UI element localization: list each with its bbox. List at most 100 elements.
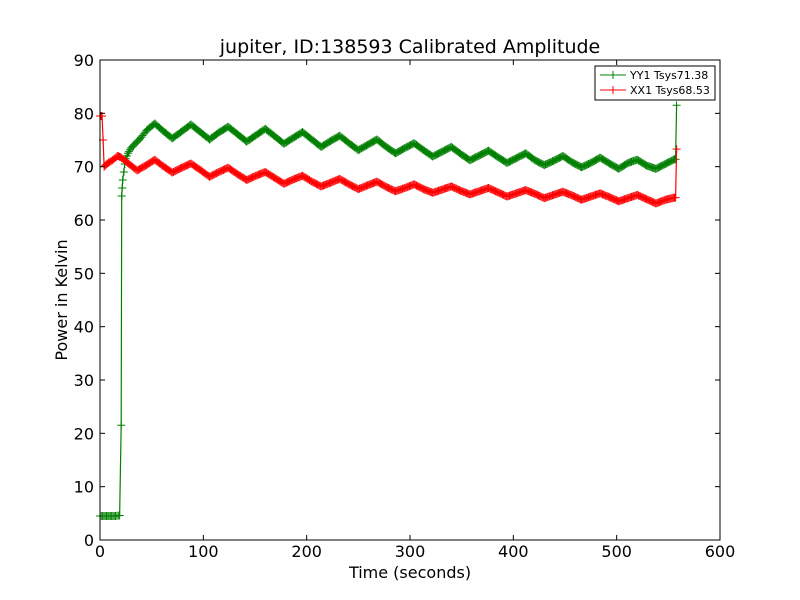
series-0-point-27 bbox=[246, 141, 248, 143]
series-1-point-20 bbox=[236, 173, 239, 175]
series-0-point-69 bbox=[636, 159, 638, 161]
series-0-point-51 bbox=[469, 159, 471, 161]
series-0-point-63 bbox=[580, 166, 583, 168]
series-0-point-59 bbox=[543, 164, 545, 166]
series-0-point-57 bbox=[525, 152, 527, 154]
series-0-point-62 bbox=[571, 161, 573, 163]
series-0-point-29 bbox=[264, 128, 266, 130]
series-0-point-36 bbox=[329, 140, 332, 142]
series-1-point-57 bbox=[580, 199, 583, 201]
x-tick-label-5: 500 bbox=[601, 542, 632, 561]
series-0-point-14 bbox=[135, 142, 137, 144]
series-0-point-60 bbox=[553, 160, 555, 162]
series-1-point-6 bbox=[116, 155, 119, 157]
series-1-point-1 bbox=[101, 115, 103, 117]
series-1-point-8 bbox=[128, 163, 130, 165]
series-0-point-34 bbox=[311, 138, 313, 141]
series-0-point-42 bbox=[385, 146, 387, 148]
series-0-point-2 bbox=[109, 515, 111, 517]
series-1-point-60 bbox=[608, 196, 611, 198]
series-0-point-48 bbox=[441, 151, 443, 153]
series-1-point-18 bbox=[218, 171, 220, 173]
series-1-point-7 bbox=[120, 156, 122, 158]
series-0-point-75 bbox=[676, 104, 678, 106]
series-1-point-32 bbox=[348, 183, 350, 185]
series-1-point-31 bbox=[339, 178, 341, 180]
series-0-point-39 bbox=[357, 149, 359, 151]
series-1-point-66 bbox=[664, 199, 666, 201]
series-1-point-69 bbox=[676, 148, 678, 150]
series-0-point-7 bbox=[121, 187, 123, 189]
series-1-point-22 bbox=[255, 175, 257, 177]
series-0-point-41 bbox=[376, 138, 378, 141]
series-0-point-17 bbox=[154, 122, 156, 125]
series-0-point-55 bbox=[506, 162, 508, 164]
series-0-point-56 bbox=[515, 157, 518, 159]
series-1-point-30 bbox=[329, 182, 332, 184]
series-1-point-54 bbox=[553, 194, 555, 196]
series-0-point-25 bbox=[227, 126, 229, 128]
y-tick-label-3: 30 bbox=[74, 371, 94, 390]
series-0-point-61 bbox=[562, 155, 564, 157]
y-tick-label-9: 90 bbox=[74, 51, 94, 70]
series-0-point-20 bbox=[181, 130, 183, 133]
series-0-point-65 bbox=[599, 157, 601, 159]
x-tick-label-1: 100 bbox=[188, 542, 219, 561]
series-1-point-62 bbox=[627, 197, 629, 199]
series-1-point-67 bbox=[673, 197, 676, 199]
legend: YY1 Tsys71.38 XX1 Tsys68.53 bbox=[594, 65, 716, 101]
y-tick-label-5: 50 bbox=[74, 264, 94, 283]
series-0-point-52 bbox=[478, 154, 480, 157]
series-1-point-42 bbox=[441, 189, 443, 191]
series-1-point-2 bbox=[102, 139, 104, 141]
y-tick-label-8: 80 bbox=[74, 104, 94, 123]
series-1-point-25 bbox=[283, 183, 285, 185]
chart-title: jupiter, ID:138593 Calibrated Amplitude bbox=[219, 36, 600, 58]
series-1-point-59 bbox=[599, 192, 601, 194]
series-0-point-64 bbox=[590, 162, 592, 164]
y-tick-label-7: 70 bbox=[74, 158, 94, 177]
series-1-point-17 bbox=[208, 176, 211, 178]
x-tick-label-3: 300 bbox=[395, 542, 426, 561]
x-tick-label-2: 200 bbox=[291, 542, 322, 561]
series-0-point-50 bbox=[460, 153, 462, 155]
series-0-point-46 bbox=[422, 149, 425, 151]
series-0-point-35 bbox=[320, 146, 322, 148]
series-0-point-30 bbox=[274, 135, 276, 137]
series-0-point-3 bbox=[114, 515, 117, 517]
series-0-point-40 bbox=[367, 144, 369, 146]
series-1-point-64 bbox=[646, 198, 648, 200]
series-0-point-67 bbox=[618, 168, 620, 170]
series-1-point-68 bbox=[674, 197, 677, 199]
series-1-point-40 bbox=[422, 188, 425, 190]
series-0-point-31 bbox=[283, 143, 285, 145]
series-1-point-45 bbox=[469, 193, 471, 195]
series-1-point-52 bbox=[534, 193, 536, 195]
series-0-point-44 bbox=[404, 147, 406, 149]
series-1-point-61 bbox=[618, 200, 620, 202]
series-1-point-26 bbox=[292, 178, 294, 181]
series-1-point-46 bbox=[478, 190, 480, 192]
series-1-point-38 bbox=[404, 187, 406, 189]
series-1-point-63 bbox=[636, 194, 638, 196]
series-1-point-43 bbox=[450, 185, 452, 187]
x-tick-label-6: 600 bbox=[705, 542, 736, 561]
series-0-point-15 bbox=[140, 136, 142, 138]
series-1-point-49 bbox=[506, 195, 508, 198]
y-tick-label-6: 60 bbox=[74, 211, 94, 230]
series-1-point-15 bbox=[190, 162, 192, 165]
series-1-point-39 bbox=[413, 183, 415, 185]
series-1-point-36 bbox=[385, 186, 387, 188]
series-1-point-24 bbox=[274, 177, 276, 179]
series-0-point-4 bbox=[119, 514, 121, 517]
series-1-point-35 bbox=[376, 181, 378, 183]
x-tick-label-0: 0 bbox=[95, 542, 105, 561]
series-1-point-56 bbox=[571, 194, 573, 197]
series-0-point-28 bbox=[255, 134, 257, 136]
series-1-point-21 bbox=[246, 179, 248, 181]
series-0-point-8 bbox=[122, 179, 124, 181]
series-1-point-19 bbox=[227, 167, 229, 169]
legend-marker-xx1 bbox=[609, 86, 617, 94]
ticks-layer: 0 100 200 300 400 500 600 0 10 20 30 40 50 60 70 80 90 bbox=[74, 51, 736, 561]
series-0-point-24 bbox=[218, 131, 220, 134]
